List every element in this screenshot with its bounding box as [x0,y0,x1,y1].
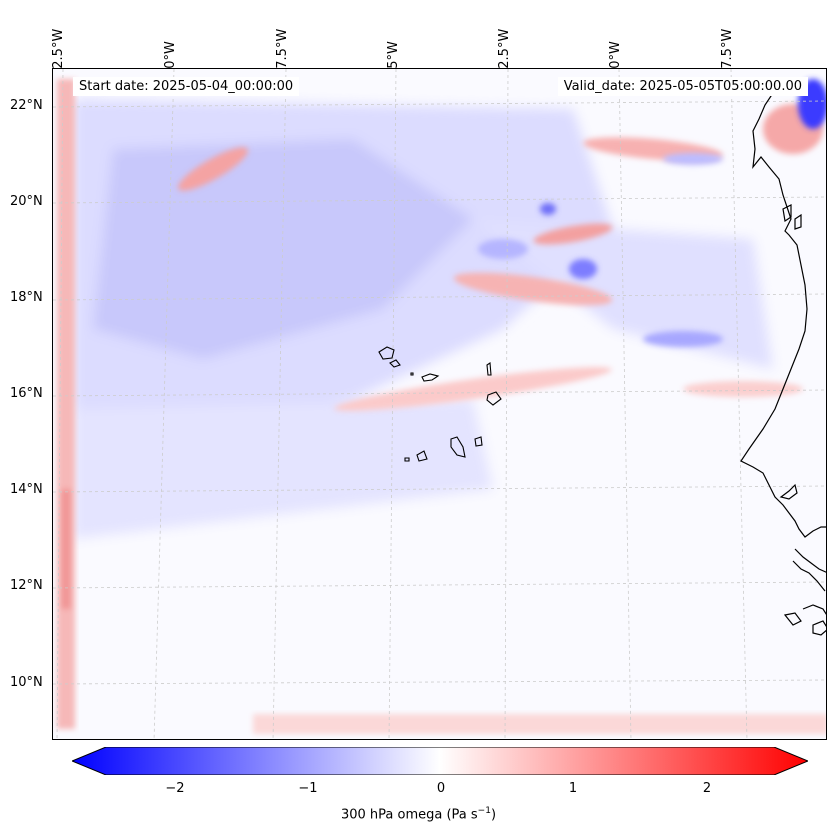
lat-label-22n: 22°N [10,98,43,113]
colorbar-tick-neg2: −2 [165,781,185,796]
lat-label-16n: 16°N [10,386,43,401]
african-coastline [740,92,826,636]
lat-label-10n: 10°N [10,675,43,690]
lat-label-14n: 14°N [10,482,43,497]
colorbar-tick-1: 1 [568,781,578,796]
colorbar-title: 300 hPa omega (Pa s−1) [0,806,837,822]
lat-label-12n: 12°N [10,578,43,593]
colorbar-title-close: ) [490,807,497,823]
start-date-label: Start date: 2025-05-04_00:00:00 [73,77,300,96]
colorbar [72,747,808,775]
colorbar-tick-neg1: −1 [298,781,318,796]
graticule [53,69,826,739]
colorbar-gradient [72,747,808,775]
omega-field [53,69,826,739]
colorbar-title-text: 300 hPa omega (Pa s [340,807,478,823]
colorbar-title-exponent: −1 [477,806,491,816]
colorbar-tick-0: 0 [436,781,446,796]
cape-verde-islands [378,346,502,462]
lat-label-18n: 18°N [10,290,43,305]
southern-edge-band [253,714,826,734]
map-panel [52,68,827,740]
lat-label-20n: 20°N [10,194,43,209]
descent-band-north [73,99,773,539]
western-edge-stripe [57,79,75,729]
colorbar-tick-2: 2 [702,781,712,796]
valid-date-label: Valid_date: 2025-05-05T05:00:00.00 [557,77,808,96]
